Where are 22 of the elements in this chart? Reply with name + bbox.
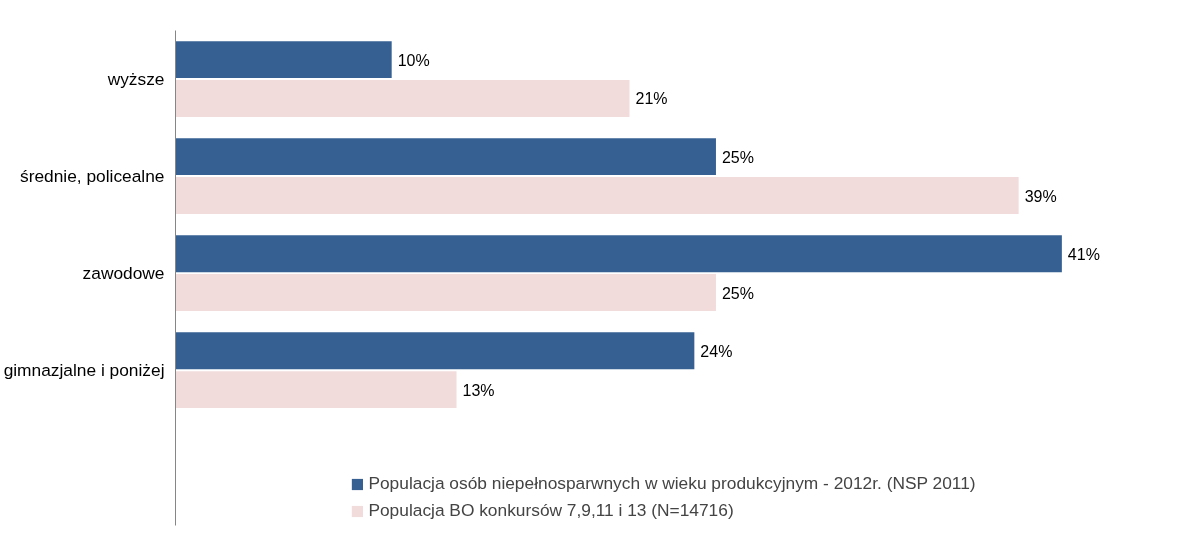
y-tick-label: wyższe <box>106 69 165 90</box>
bar <box>175 80 630 117</box>
y-tick-label: zawodowe <box>82 263 165 284</box>
data-label: 25% <box>721 284 754 302</box>
bar <box>175 41 392 79</box>
y-tick-label: średnie, policealne <box>20 166 165 187</box>
data-label: 13% <box>462 381 495 399</box>
bar <box>175 332 695 370</box>
bar <box>175 235 1062 273</box>
data-label: 21% <box>635 90 668 108</box>
data-label: 24% <box>700 342 733 360</box>
bar <box>175 138 716 176</box>
data-label: 39% <box>1024 187 1057 205</box>
legend-label: Populacja BO konkursów 7,9,11 i 13 (N=14716) <box>368 500 734 521</box>
y-tick-label: gimnazjalne i poniżej <box>3 360 165 381</box>
legend-label: Populacja osób niepełnosparwnych w wieku produkcyjnym - 2012r. (NSP 2011) <box>368 473 976 494</box>
bar <box>175 274 716 311</box>
data-label: 25% <box>721 148 754 166</box>
data-label: 41% <box>1067 245 1100 263</box>
data-label: 10% <box>397 51 430 69</box>
bar <box>175 371 457 409</box>
bar <box>175 177 1019 214</box>
